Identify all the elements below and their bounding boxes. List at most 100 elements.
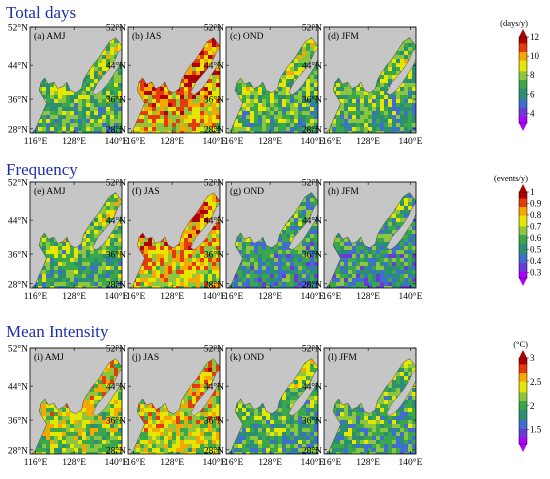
island-land [386, 202, 417, 251]
lon-tick-label: 128°E [62, 136, 86, 147]
colorbar-unit: (days/y) [500, 18, 528, 28]
colorbar: (days/y)12 10 8 6 4 [500, 18, 540, 131]
lon-tick-label: 116°E [24, 136, 48, 147]
panel-label: (k) OND [230, 352, 264, 363]
lat-tick-label: 44°N [302, 382, 322, 393]
colorbar-tick-label: 4 [530, 108, 535, 118]
colorbar-tick-label: 6 [530, 89, 535, 99]
coastline [325, 26, 417, 134]
panel-label: (a) AMJ [34, 31, 66, 42]
colorbar-tick-label: 1.5 [530, 425, 542, 435]
lat-tick-label: 44°N [204, 61, 224, 72]
lon-tick-label: 116°E [318, 457, 342, 468]
lat-tick-label: 44°N [8, 61, 28, 72]
colorbar-extend-max [519, 350, 527, 358]
panel-frame [29, 347, 123, 455]
coastline [227, 181, 319, 289]
lat-tick-label: 44°N [106, 382, 126, 393]
colorbar-tick-label: 3 [530, 353, 535, 363]
lat-tick-label: 36°N [8, 95, 28, 106]
panel-frame [29, 26, 123, 134]
lon-tick-label: 116°E [220, 291, 244, 302]
colorbar-extend-max [519, 184, 527, 192]
coastline [227, 347, 319, 455]
coastline [129, 26, 221, 134]
lat-tick-label: 36°N [106, 416, 126, 427]
lat-tick-label: 52°N [204, 23, 224, 34]
coastline [31, 26, 123, 134]
lat-tick-label: 36°N [302, 250, 322, 261]
panel-label: (e) AMJ [34, 186, 66, 197]
colorbar-tick-label: 1 [530, 187, 535, 197]
lon-tick-label: 128°E [258, 457, 282, 468]
colorbar-unit: (events/y) [494, 173, 528, 183]
map-panel: (k) OND 52°N 44°N 36°N 28°N 116°E 128°E 140°E [204, 344, 325, 469]
island-land [92, 47, 123, 96]
lat-tick-label: 36°N [106, 250, 126, 261]
colorbar-extend-max [519, 29, 527, 37]
coastline [129, 347, 221, 455]
lat-tick-label: 44°N [204, 382, 224, 393]
lon-tick-label: 140°E [301, 136, 325, 147]
lat-tick-label: 28°N [302, 445, 322, 456]
panel-label: (b) JAS [132, 31, 161, 42]
panel-frame [127, 26, 221, 134]
panel-label: (h) JFM [328, 186, 359, 197]
lat-tick-label: 36°N [204, 250, 224, 261]
lat-tick-label: 44°N [302, 216, 322, 227]
lon-tick-label: 128°E [160, 291, 184, 302]
colorbar-tick-label: 0.8 [530, 210, 542, 220]
lon-tick-label: 140°E [399, 457, 423, 468]
island-land [190, 368, 221, 417]
lat-tick-label: 36°N [302, 416, 322, 427]
colorbar-tick-label: 2 [530, 401, 535, 411]
lon-tick-label: 128°E [356, 457, 380, 468]
panel-label: (j) JAS [132, 352, 159, 363]
lon-tick-label: 116°E [24, 457, 48, 468]
lon-tick-label: 128°E [62, 457, 86, 468]
panel-frame [225, 347, 319, 455]
lat-tick-label: 28°N [302, 279, 322, 290]
island-land [190, 47, 221, 96]
colorbar-tick-label: 12 [530, 32, 539, 42]
lat-tick-label: 36°N [204, 95, 224, 106]
panel-frame [127, 347, 221, 455]
island-land [190, 202, 221, 251]
island-land [92, 202, 123, 251]
lat-tick-label: 28°N [106, 124, 126, 135]
coastline [129, 181, 221, 289]
colorbar: (events/y)10.9 0.80.7 0.60.5 0.40.3 [494, 173, 542, 286]
lat-tick-label: 52°N [204, 344, 224, 355]
lat-tick-label: 52°N [106, 23, 126, 34]
lat-tick-label: 36°N [8, 416, 28, 427]
colorbar-extend-min [519, 278, 527, 286]
colorbar-tick-label: 2.5 [530, 377, 542, 387]
coastline [325, 347, 417, 455]
lat-tick-label: 36°N [204, 416, 224, 427]
lon-tick-label: 128°E [356, 291, 380, 302]
lon-tick-label: 140°E [105, 136, 129, 147]
panel-frame [225, 26, 319, 134]
lon-tick-label: 140°E [203, 457, 227, 468]
island-land [288, 368, 319, 417]
lat-tick-label: 44°N [8, 216, 28, 227]
panel-label: (c) OND [230, 31, 264, 42]
colorbar-tick-label: 0.5 [530, 244, 542, 254]
panel-frame [323, 26, 417, 134]
row-title: Total days [6, 3, 76, 22]
lat-tick-label: 28°N [204, 279, 224, 290]
lon-tick-label: 128°E [160, 136, 184, 147]
lat-tick-label: 28°N [8, 279, 28, 290]
lon-tick-label: 116°E [318, 291, 342, 302]
lon-tick-label: 116°E [220, 457, 244, 468]
lat-tick-label: 28°N [204, 124, 224, 135]
island-land [288, 47, 319, 96]
island-land [386, 47, 417, 96]
